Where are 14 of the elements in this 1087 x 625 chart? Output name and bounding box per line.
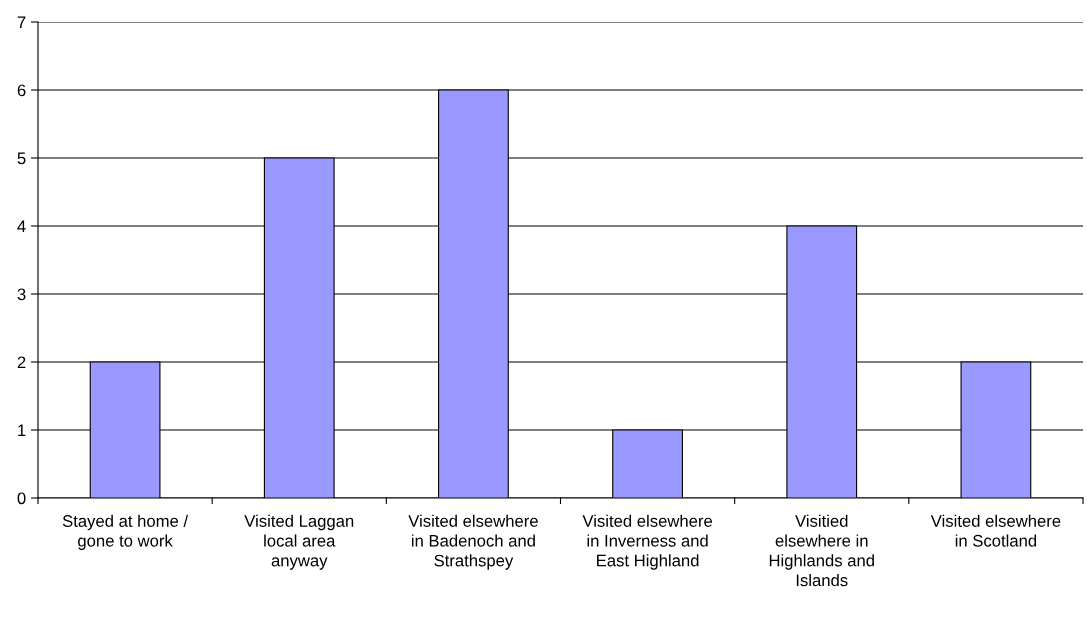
y-tick-label: 4 <box>17 220 26 233</box>
x-tick-label: Visited Laggan local area anyway <box>244 514 354 570</box>
y-tick-label: 0 <box>17 492 26 505</box>
y-tick-label: 2 <box>17 356 26 369</box>
y-tick-label: 6 <box>17 84 26 97</box>
y-tick-label: 3 <box>17 288 26 301</box>
x-tick-label: Visited elsewhere in Scotland <box>930 514 1061 547</box>
x-tick-label: Visitied elsewhere in Highlands and Islands <box>769 514 874 587</box>
x-tick-label: Stayed at home / gone to work <box>62 514 189 550</box>
y-tick-label: 5 <box>17 152 26 165</box>
y-tick-label: 1 <box>18 424 26 437</box>
y-tick-label: 7 <box>17 16 26 29</box>
x-tick-label: Visited elsewhere in Badenoch and Strathspey <box>408 514 538 570</box>
x-tick-label: Visited elsewhere in Inverness and East Highland <box>582 514 713 570</box>
